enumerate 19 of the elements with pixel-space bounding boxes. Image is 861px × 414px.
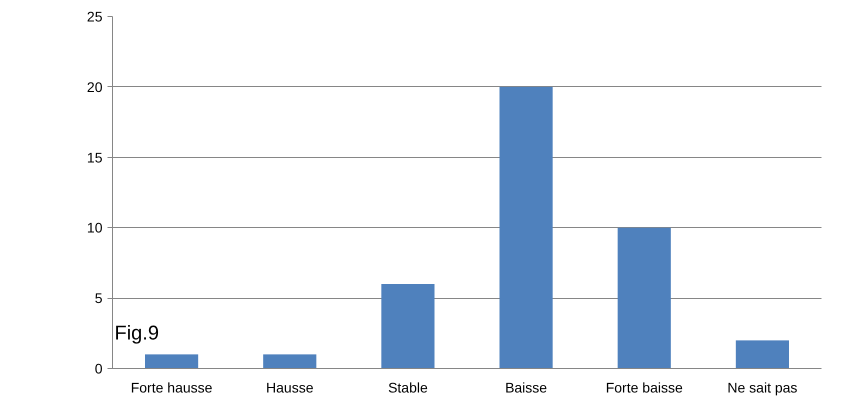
x-tick-label: Forte baisse <box>606 380 683 396</box>
y-tick-label: 0 <box>94 360 103 376</box>
x-tick-label: Hausse <box>266 380 314 396</box>
x-tick-label: Stable <box>388 380 428 396</box>
y-tick-label: 20 <box>86 78 103 95</box>
y-tick-label: 5 <box>94 290 103 306</box>
bar <box>499 86 553 368</box>
bar <box>381 284 435 368</box>
y-tick-label: 15 <box>86 149 103 166</box>
bar <box>618 228 671 368</box>
x-tick-label: Forte hausse <box>130 380 213 396</box>
x-tick-label: Baisse <box>505 380 548 396</box>
bar <box>263 354 316 368</box>
y-tick-label: 10 <box>86 220 103 236</box>
y-tick-label: 25 <box>86 8 103 24</box>
bar <box>144 354 198 368</box>
x-tick-label: Ne sait pas <box>727 380 798 396</box>
bar <box>736 340 790 368</box>
annotation: Fig.9 <box>114 322 159 344</box>
